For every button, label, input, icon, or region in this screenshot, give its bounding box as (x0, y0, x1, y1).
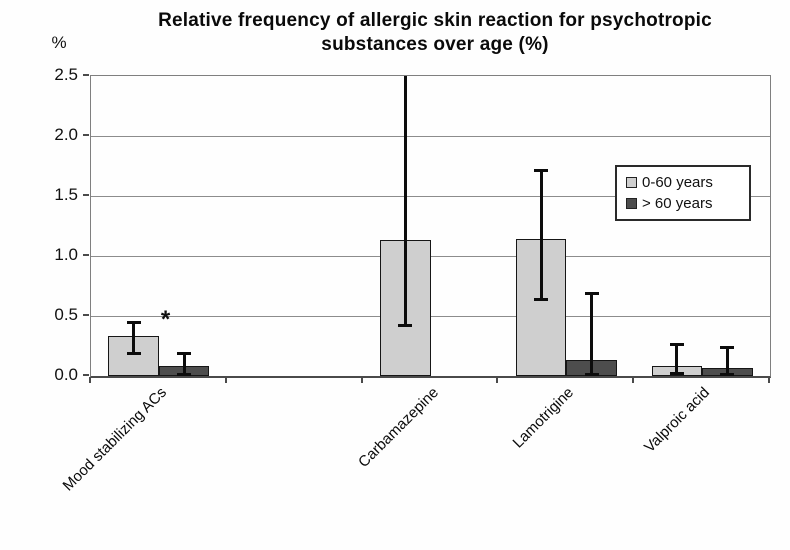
error-bar-top-cap (126, 320, 141, 324)
y-tick-label: 0.5 (54, 305, 78, 324)
error-bar-top-cap (534, 169, 549, 173)
error-bar-top-cap (584, 291, 599, 295)
error-bar-bottom-cap (126, 351, 141, 355)
y-axis-tick (83, 134, 89, 136)
error-bar-bottom-cap (669, 372, 684, 376)
chart-title-line-1: Relative frequency of allergic skin reac… (158, 10, 712, 31)
y-axis-tick (83, 74, 89, 76)
category-label-lamotrigine: Lamotrigine (509, 384, 578, 452)
plot-area (90, 75, 771, 378)
error-bar-bottom-cap (177, 373, 192, 376)
gridline (91, 195, 770, 197)
y-axis-tick (83, 194, 89, 196)
error-bar-line (590, 293, 594, 376)
y-axis-unit-label: % (51, 33, 67, 52)
gridline (91, 135, 770, 137)
x-axis-tick (496, 377, 499, 383)
category-label-carbamazepine: Carbamazepine (354, 384, 442, 471)
legend-label-0-60-years: 0-60 years (642, 174, 713, 191)
x-axis-tick (632, 377, 635, 383)
legend-entry-over-60-years: > 60 years (626, 195, 749, 212)
y-axis-tick (83, 254, 89, 256)
error-bar-top-cap (720, 345, 735, 349)
y-tick-label: 1.5 (54, 185, 78, 204)
chart-title: Relative frequency of allergic skin reac… (80, 9, 790, 57)
error-bar-line (403, 76, 407, 326)
legend-entry-0-60-years: 0-60 years (626, 174, 749, 191)
legend-swatch-over-60-years (626, 198, 637, 209)
chart-title-line-2: substances over age (%) (321, 34, 549, 55)
x-axis-tick (768, 377, 770, 383)
error-bar-line (675, 344, 679, 374)
x-axis-tick (224, 377, 227, 383)
category-label-valproic-acid: Valproic acid (641, 384, 714, 456)
category-label-mood-stabilizing-acs: Mood stabilizing ACs (59, 384, 170, 495)
error-bar-bottom-cap (398, 324, 413, 328)
y-tick-label: 1.0 (54, 245, 78, 264)
y-tick-label: 2.5 (54, 65, 78, 84)
error-bar-top-cap (177, 351, 192, 355)
error-bar-bottom-cap (584, 373, 599, 376)
error-bar-bottom-cap (534, 297, 549, 301)
error-bar-line (182, 353, 186, 376)
gridline (91, 315, 770, 317)
bar-series-0-cat-0 (108, 336, 159, 376)
y-tick-label: 0.0 (54, 365, 78, 384)
error-bar-line (725, 347, 729, 376)
y-tick-label: 2.0 (54, 125, 78, 144)
x-axis-tick (360, 377, 363, 383)
gridline (91, 255, 770, 257)
legend: 0-60 years > 60 years (615, 165, 751, 221)
legend-swatch-0-60-years (626, 177, 637, 188)
x-axis-tick (89, 377, 91, 383)
error-bar-line (132, 322, 136, 354)
significance-asterisk: * (160, 306, 171, 333)
y-axis-tick (83, 314, 89, 316)
error-bar-bottom-cap (720, 373, 735, 376)
legend-label-over-60-years: > 60 years (642, 195, 713, 212)
error-bar-line (539, 170, 543, 300)
error-bar-top-cap (669, 343, 684, 347)
y-axis-tick (83, 374, 89, 376)
